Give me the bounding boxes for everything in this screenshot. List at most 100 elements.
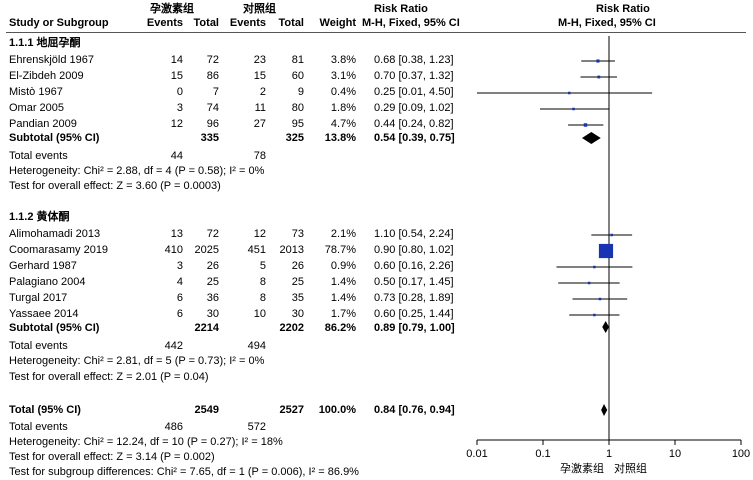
group-ctl-header: 对照组 bbox=[243, 3, 276, 15]
exp-events: 3 bbox=[176, 260, 183, 272]
exp-total: 72 bbox=[206, 228, 219, 240]
exp-total: 74 bbox=[206, 102, 219, 114]
study-ci: 0.90 [0.80, 1.02] bbox=[374, 244, 454, 256]
rr-title-header: Risk Ratio bbox=[374, 3, 428, 15]
ctl-events: 10 bbox=[253, 308, 266, 320]
ctl-events: 2 bbox=[259, 86, 266, 98]
study-weight: 1.8% bbox=[330, 102, 356, 114]
rr-method-header: M-H, Fixed, 95% CI bbox=[362, 17, 460, 29]
plot-method-header: M-H, Fixed, 95% CI bbox=[558, 17, 656, 29]
exp-events-header: Events bbox=[146, 17, 183, 29]
effect-square bbox=[596, 59, 600, 63]
overall-effect-text: Test for overall effect: Z = 2.01 (P = 0… bbox=[9, 371, 209, 383]
study-name: Alimohamadi 2013 bbox=[9, 228, 101, 240]
heterogeneity-text: Heterogeneity: Chi² = 2.88, df = 4 (P = … bbox=[9, 165, 265, 177]
total-events-exp: 486 bbox=[164, 421, 183, 433]
subtotal-ci: 0.54 [0.39, 0.75] bbox=[374, 132, 455, 144]
header-rule bbox=[6, 32, 746, 33]
ctl-events: 15 bbox=[253, 70, 266, 82]
total-exp-total: 2549 bbox=[194, 404, 219, 416]
exp-total: 96 bbox=[206, 118, 219, 130]
summary-diamond bbox=[601, 404, 608, 416]
exp-total: 72 bbox=[206, 54, 219, 66]
effect-square bbox=[597, 75, 601, 79]
exp-total: 7 bbox=[212, 86, 219, 98]
effect-square bbox=[598, 297, 602, 301]
study-ci: 0.50 [0.17, 1.45] bbox=[374, 276, 454, 288]
study-name: Palagiano 2004 bbox=[9, 276, 86, 288]
effect-square bbox=[583, 123, 588, 127]
ctl-events: 5 bbox=[259, 260, 266, 272]
effect-square bbox=[598, 243, 614, 259]
subtotal-ctl-total: 2202 bbox=[279, 322, 304, 334]
total-events-ctl: 78 bbox=[253, 150, 266, 162]
total-events-exp: 442 bbox=[164, 340, 183, 352]
exp-events: 410 bbox=[164, 244, 183, 256]
ctl-total: 9 bbox=[297, 86, 304, 98]
ctl-total: 60 bbox=[291, 70, 304, 82]
ctl-total: 81 bbox=[291, 54, 304, 66]
x-tick-label: 1 bbox=[606, 448, 612, 460]
total-events-exp: 44 bbox=[170, 150, 183, 162]
heterogeneity-text: Heterogeneity: Chi² = 2.81, df = 5 (P = … bbox=[9, 355, 265, 367]
exp-total: 86 bbox=[206, 70, 219, 82]
subtotal-weight: 86.2% bbox=[324, 322, 356, 334]
exp-events: 3 bbox=[176, 102, 183, 114]
total-events-label: Total events bbox=[9, 421, 68, 433]
total-events-label: Total events bbox=[9, 150, 68, 162]
study-weight: 1.4% bbox=[330, 276, 356, 288]
axis-label-right: 对照组 bbox=[614, 461, 647, 475]
plot-title-header: Risk Ratio bbox=[596, 3, 650, 15]
subtotal-ctl-total: 325 bbox=[285, 132, 304, 144]
study-weight: 3.8% bbox=[330, 54, 356, 66]
effect-square bbox=[568, 91, 571, 95]
study-weight: 4.7% bbox=[330, 118, 356, 130]
subgroup-title: 1.1.2 黄体酮 bbox=[9, 211, 70, 223]
x-tick-label: 100 bbox=[732, 448, 750, 460]
exp-total: 2025 bbox=[194, 244, 219, 256]
ctl-total-header: Total bbox=[278, 17, 304, 29]
ctl-events: 451 bbox=[247, 244, 266, 256]
subtotal-ci: 0.89 [0.79, 1.00] bbox=[374, 322, 455, 334]
exp-events: 6 bbox=[176, 308, 183, 320]
total-ci: 0.84 [0.76, 0.94] bbox=[374, 404, 455, 416]
effect-square bbox=[593, 313, 596, 317]
study-ci: 0.29 [0.09, 1.02] bbox=[374, 102, 454, 114]
exp-total-header: Total bbox=[193, 17, 219, 29]
subtotal-weight: 13.8% bbox=[324, 132, 356, 144]
subtotal-exp-total: 2214 bbox=[194, 322, 219, 334]
exp-events: 0 bbox=[176, 86, 183, 98]
exp-total: 25 bbox=[206, 276, 219, 288]
ctl-total: 25 bbox=[291, 276, 304, 288]
weight-header: Weight bbox=[319, 17, 356, 29]
summary-diamond bbox=[582, 132, 601, 144]
ctl-events: 12 bbox=[253, 228, 266, 240]
study-weight: 1.7% bbox=[330, 308, 356, 320]
exp-events: 6 bbox=[176, 292, 183, 304]
exp-events: 12 bbox=[170, 118, 183, 130]
total-events-ctl: 572 bbox=[247, 421, 266, 433]
study-ci: 0.60 [0.25, 1.44] bbox=[374, 308, 454, 320]
subtotal-label: Subtotal (95% CI) bbox=[9, 322, 100, 334]
summary-diamond bbox=[602, 321, 609, 333]
study-weight: 78.7% bbox=[324, 244, 356, 256]
exp-events: 13 bbox=[170, 228, 183, 240]
ctl-total: 80 bbox=[291, 102, 304, 114]
exp-total: 36 bbox=[206, 292, 219, 304]
heterogeneity-text: Heterogeneity: Chi² = 12.24, df = 10 (P … bbox=[9, 436, 283, 448]
study-weight: 1.4% bbox=[330, 292, 356, 304]
study-ci: 0.70 [0.37, 1.32] bbox=[374, 70, 454, 82]
effect-square bbox=[572, 107, 575, 111]
study-ci: 0.68 [0.38, 1.23] bbox=[374, 54, 454, 66]
exp-events: 4 bbox=[176, 276, 183, 288]
subgroup-title: 1.1.1 地屈孕酮 bbox=[9, 37, 81, 49]
exp-events: 14 bbox=[170, 54, 183, 66]
exp-events: 15 bbox=[170, 70, 183, 82]
ctl-total: 35 bbox=[291, 292, 304, 304]
study-name: El-Zibdeh 2009 bbox=[9, 70, 84, 82]
axis-label-left: 孕激素组 bbox=[560, 461, 604, 475]
x-tick-label: 0.01 bbox=[466, 448, 487, 460]
exp-total: 26 bbox=[206, 260, 219, 272]
study-name: Yassaee 2014 bbox=[9, 308, 79, 320]
exp-total: 30 bbox=[206, 308, 219, 320]
